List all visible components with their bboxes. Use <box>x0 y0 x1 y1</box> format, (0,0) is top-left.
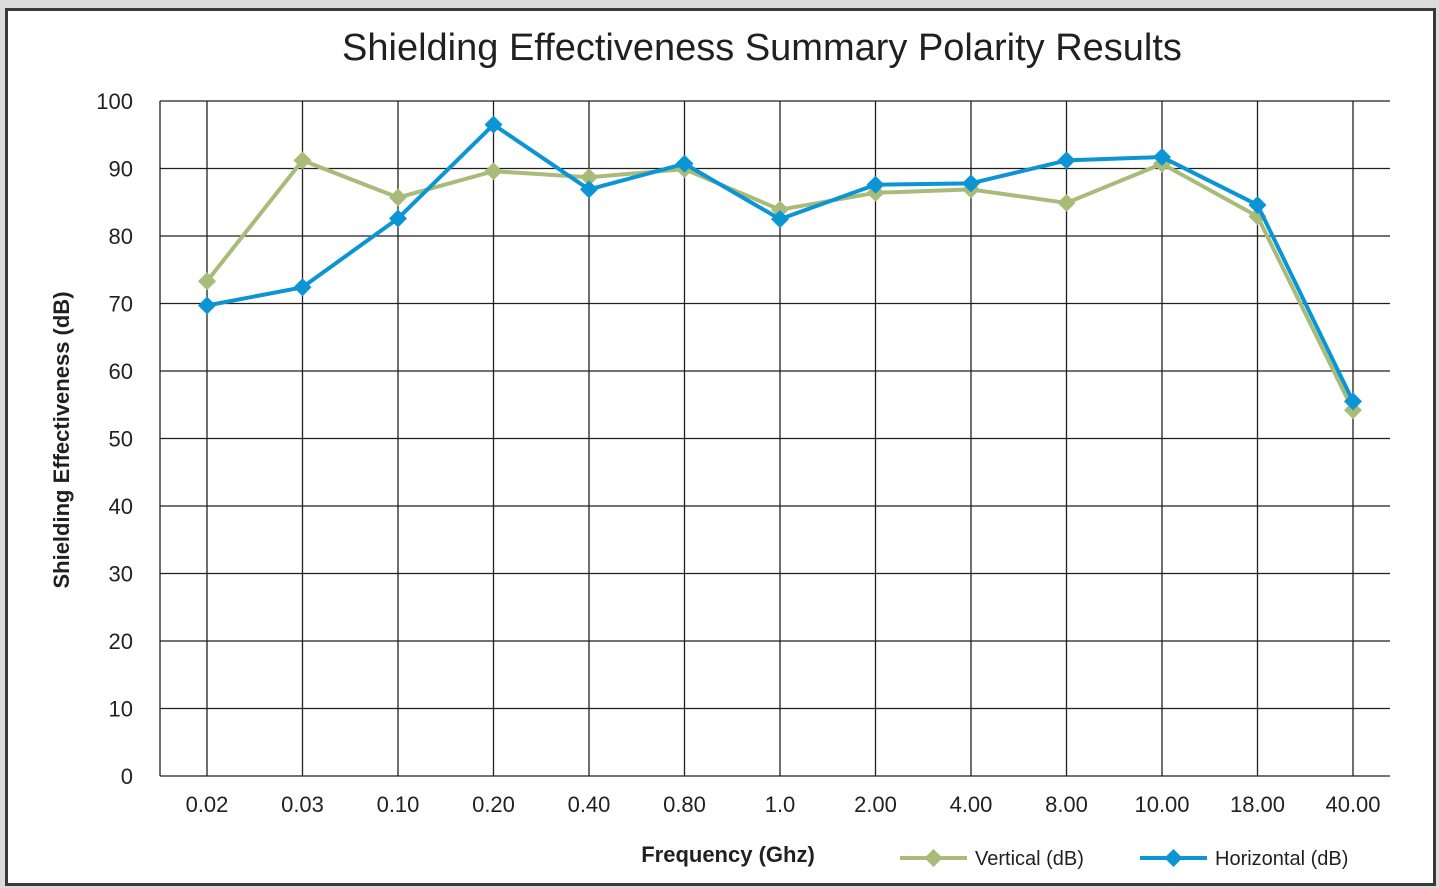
x-tick-label: 0.03 <box>281 792 324 817</box>
y-tick-label: 20 <box>109 629 133 654</box>
legend: Vertical (dB) Horizontal (dB) <box>900 848 1348 870</box>
x-tick-label: 0.20 <box>472 792 515 817</box>
horizontal-data-point <box>1153 148 1171 167</box>
horizontal-data-point <box>198 296 216 315</box>
horizontal-data-point <box>866 175 885 194</box>
vertical-data-point <box>771 200 789 219</box>
x-tick-label: 8.00 <box>1045 792 1088 817</box>
x-tick-label: 0.02 <box>186 792 229 817</box>
x-tick-labels: 0.02 0.03 0.10 0.20 0.40 0.80 1.0 2.00 4.00 8.00 1… <box>186 792 1381 817</box>
vertical-legend-label: Vertical (dB) <box>975 848 1084 870</box>
y-tick-label: 40 <box>109 494 133 519</box>
x-tick-label: 1.0 <box>765 792 796 817</box>
series-group <box>198 115 1362 420</box>
horizontal-data-point <box>484 115 503 134</box>
vertical-data-point <box>293 151 312 170</box>
horizontal-data-point <box>962 174 980 193</box>
horizontal-data-point <box>675 154 694 173</box>
x-tick-label: 0.10 <box>377 792 420 817</box>
horizontal-data-point <box>1344 392 1362 411</box>
x-tick-label: 0.40 <box>568 792 611 817</box>
horizontal-data-point <box>293 278 312 297</box>
vertical-data-point <box>580 168 598 187</box>
x-tick-label: 10.00 <box>1134 792 1189 817</box>
vertical-legend-marker <box>924 849 943 867</box>
horizontal-data-point <box>1248 195 1267 214</box>
chart-frame <box>5 8 1436 886</box>
vertical-data-point <box>198 272 216 291</box>
horizontal-data-point <box>1057 151 1076 170</box>
y-tick-label: 100 <box>96 89 133 114</box>
vertical-data-point <box>484 162 503 181</box>
horizontal-legend-marker <box>1164 849 1183 867</box>
x-tick-label: 2.00 <box>854 792 897 817</box>
horizontal-data-point <box>580 180 598 199</box>
grid-lines <box>159 100 1390 777</box>
y-tick-label: 50 <box>109 427 133 452</box>
y-tick-label: 0 <box>121 764 133 789</box>
x-tick-label: 0.80 <box>663 792 706 817</box>
x-axis-label: Frequency (Ghz) <box>641 842 815 867</box>
y-tick-labels: 0 10 20 30 40 50 60 70 80 90 100 <box>96 89 133 789</box>
chart-title: Shielding Effectiveness Summary Polarity… <box>342 27 1182 69</box>
y-tick-label: 80 <box>109 224 133 249</box>
x-tick-label: 4.00 <box>950 792 993 817</box>
x-tick-label: 18.00 <box>1230 792 1285 817</box>
vertical-data-point <box>1057 193 1076 212</box>
y-tick-label: 10 <box>109 697 133 722</box>
y-tick-label: 70 <box>109 292 133 317</box>
y-axis-label: Shielding Effectiveness (dB) <box>49 291 74 588</box>
horizontal-data-point <box>771 210 789 229</box>
x-tick-label: 40.00 <box>1325 792 1380 817</box>
horizontal-legend-label: Horizontal (dB) <box>1215 848 1348 870</box>
y-tick-label: 30 <box>109 562 133 587</box>
y-tick-label: 60 <box>109 359 133 384</box>
vertical-data-point <box>389 188 407 207</box>
horizontal-data-point <box>389 209 407 228</box>
y-tick-label: 90 <box>109 157 133 182</box>
